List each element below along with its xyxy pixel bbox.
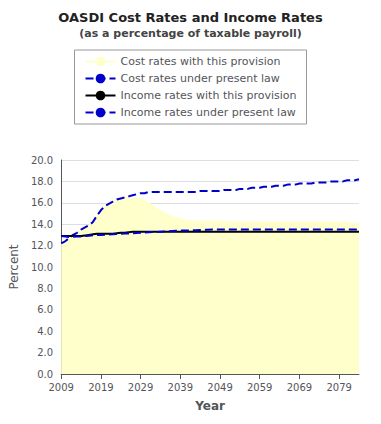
svg-text:Cost rates with this provision: Cost rates with this provision xyxy=(121,55,281,68)
svg-text:2029: 2029 xyxy=(128,382,153,393)
svg-text:Cost rates under present law: Cost rates under present law xyxy=(121,72,280,85)
svg-text:Income rates under present law: Income rates under present law xyxy=(121,106,296,119)
svg-text:12.0: 12.0 xyxy=(31,240,53,251)
svg-text:2059: 2059 xyxy=(247,382,272,393)
svg-text:2069: 2069 xyxy=(287,382,312,393)
svg-text:2049: 2049 xyxy=(207,382,232,393)
svg-text:2039: 2039 xyxy=(168,382,193,393)
svg-text:2079: 2079 xyxy=(326,382,351,393)
svg-text:8.0: 8.0 xyxy=(37,283,53,294)
svg-text:OASDI Cost Rates and Income Ra: OASDI Cost Rates and Income Rates xyxy=(58,10,323,25)
svg-text:2009: 2009 xyxy=(48,382,73,393)
svg-text:4.0: 4.0 xyxy=(37,326,53,337)
svg-text:6.0: 6.0 xyxy=(37,304,53,315)
svg-text:10.0: 10.0 xyxy=(31,262,53,273)
svg-text:18.0: 18.0 xyxy=(31,176,53,187)
svg-text:(as a percentage of taxable pa: (as a percentage of taxable payroll) xyxy=(79,27,301,40)
svg-text:Year: Year xyxy=(194,399,225,413)
svg-text:2019: 2019 xyxy=(88,382,113,393)
svg-text:2.0: 2.0 xyxy=(37,347,53,358)
svg-text:0.0: 0.0 xyxy=(37,369,53,380)
svg-text:Income rates with this provisi: Income rates with this provision xyxy=(121,89,297,102)
svg-text:14.0: 14.0 xyxy=(31,219,53,230)
svg-text:20.0: 20.0 xyxy=(31,155,53,166)
svg-text:16.0: 16.0 xyxy=(31,197,53,208)
svg-text:Percent: Percent xyxy=(7,244,21,289)
